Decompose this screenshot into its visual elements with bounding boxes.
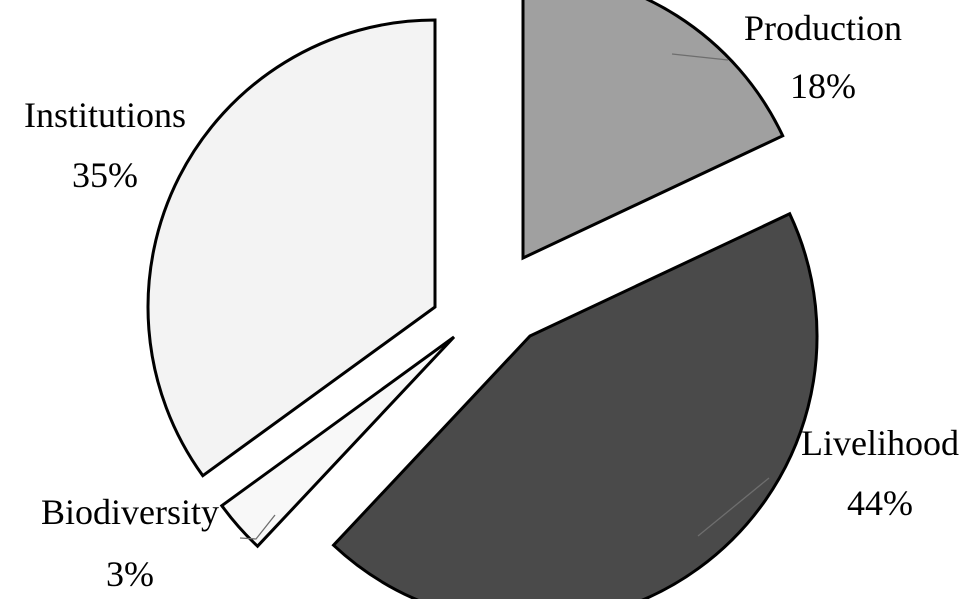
- slice-label-institutions: Institutions: [24, 95, 186, 135]
- leader-lines-group: [239, 53, 770, 540]
- slice-percent-biodiversity: 3%: [106, 554, 154, 594]
- slice-label-biodiversity: Biodiversity: [41, 492, 219, 532]
- slice-percent-livelihood: 44%: [847, 483, 913, 523]
- slice-label-production: Production: [744, 8, 902, 48]
- pie-slice-institutions: [146, 18, 437, 478]
- pie-slice-production: [521, 0, 785, 261]
- pie-slice-biodiversity: [219, 335, 456, 549]
- leader-line-livelihood: [697, 477, 770, 537]
- slice-percent-institutions: 35%: [72, 155, 138, 195]
- leader-line-production: [671, 53, 729, 61]
- labels-group: Production 18% Livelihood 44% Biodiversity 3%…: [24, 8, 959, 594]
- pie-slice-livelihood: [331, 211, 819, 599]
- leader-line-biodiversity: [239, 514, 276, 540]
- slices-group: [146, 0, 819, 599]
- slice-label-livelihood: Livelihood: [801, 423, 959, 463]
- slice-percent-production: 18%: [790, 66, 856, 106]
